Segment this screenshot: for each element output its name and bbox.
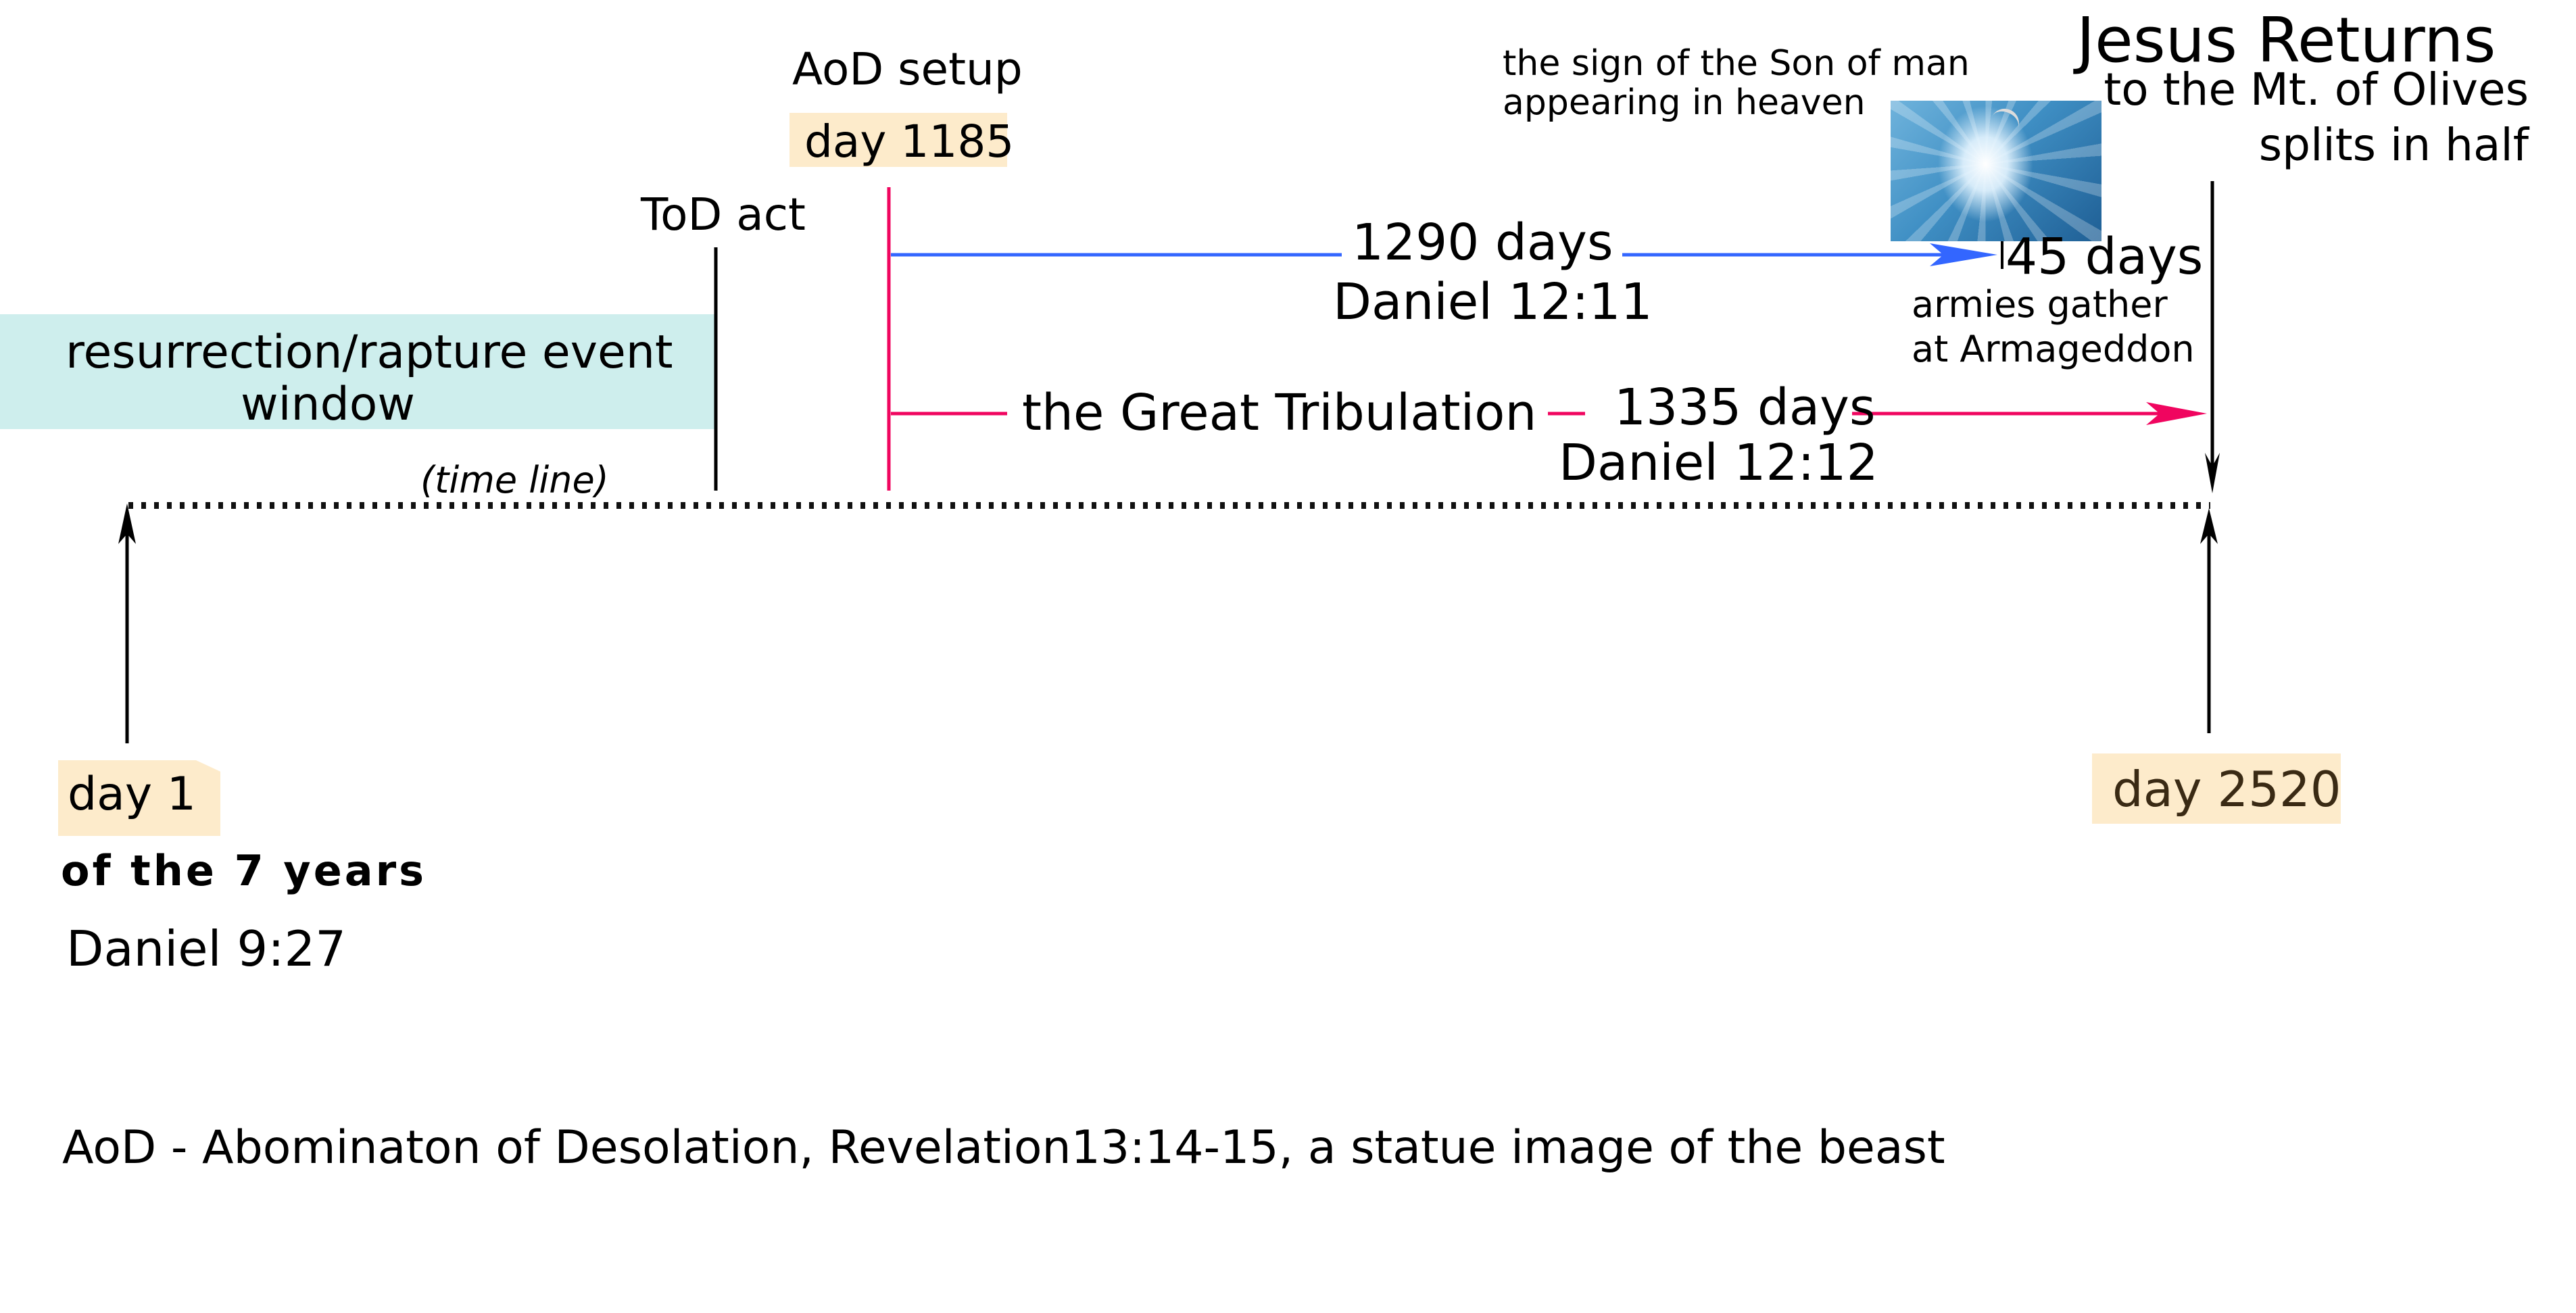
aod-day-label: day 1185 xyxy=(804,116,1015,168)
span-45-label: 45 days xyxy=(2006,228,2204,286)
day2520-tag xyxy=(2092,753,2341,824)
glowing-figure-in-sky-image xyxy=(1891,101,2101,241)
day1-arrowhead-up xyxy=(118,503,136,544)
span-1335-label: 1335 days xyxy=(1614,378,1876,437)
span-1290-reference: Daniel 12:11 xyxy=(1333,273,1653,331)
armies-gather-line1: armies gather xyxy=(1912,283,2168,326)
resurrection-window-label-line1: resurrection/rapture event xyxy=(66,326,673,379)
armies-gather-line2: at Armageddon xyxy=(1912,328,2195,370)
span-1335-arrowhead xyxy=(2146,402,2207,425)
aod-setup-label: AoD setup xyxy=(792,43,1023,95)
day2520-arrowhead-up xyxy=(2200,508,2218,544)
daniel-9-27-reference: Daniel 9:27 xyxy=(66,920,347,977)
day1-tag xyxy=(58,760,220,836)
jesus-returns-title: Jesus Returns xyxy=(2076,4,2496,76)
resurrection-window-label-line2: window xyxy=(241,378,415,431)
return-arrowhead-down xyxy=(2205,453,2220,493)
sign-label-line1: the sign of the Son of man xyxy=(1503,43,1970,84)
aod-footnote: AoD - Abominaton of Desolation, Revelati… xyxy=(62,1121,1945,1174)
great-tribulation-label: the Great Tribulation xyxy=(1022,384,1537,442)
tod-act-label: ToD act xyxy=(641,189,806,241)
span-1290-arrowhead xyxy=(1930,243,1997,266)
jesus-returns-sub-line1: to the Mt. of Olives xyxy=(2104,64,2529,116)
day2520-label: day 2520 xyxy=(2112,761,2341,818)
seven-years-label: of the 7 years xyxy=(61,846,427,895)
jesus-returns-sub-line2: splits in half xyxy=(2258,119,2529,171)
timeline-label: (time line) xyxy=(420,459,609,501)
resurrection-window-box xyxy=(0,314,714,429)
span-1335-reference: Daniel 12:12 xyxy=(1559,434,1878,492)
sign-label-line2: appearing in heaven xyxy=(1503,82,1866,123)
day1-label: day 1 xyxy=(68,768,196,821)
span-1290-label: 1290 days xyxy=(1352,214,1613,272)
aod-day-tag xyxy=(789,113,1007,167)
